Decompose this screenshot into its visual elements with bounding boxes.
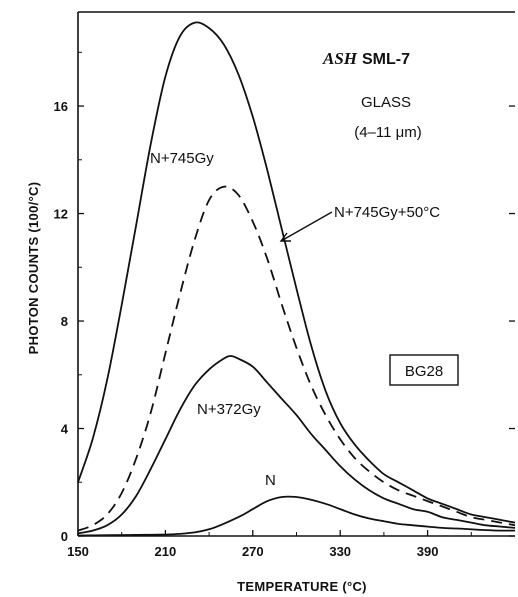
axis-ticks: 150 210 270 330 390 0 4 8 12 16 <box>54 51 515 559</box>
series-label-n372: N+372Gy <box>197 401 261 418</box>
plot-frame <box>77 11 515 537</box>
y-tick-label: 16 <box>54 99 68 114</box>
y-tick-label: 4 <box>61 422 69 437</box>
x-tick-label: 390 <box>417 544 439 559</box>
y-tick-label: 12 <box>54 207 68 222</box>
x-tick-label: 330 <box>329 544 351 559</box>
filter-box <box>389 354 459 386</box>
series-line-2 <box>77 355 516 535</box>
series-label-n: N <box>265 472 276 489</box>
x-tick-label: 150 <box>67 544 89 559</box>
y-tick-label: 8 <box>61 314 68 329</box>
series-line-0 <box>77 21 516 524</box>
series-label-n745-50: N+745Gy+50°C <box>334 204 440 221</box>
annotation-arrow <box>279 211 333 242</box>
x-tick-label: 210 <box>155 544 177 559</box>
curves <box>77 21 516 537</box>
series-label-n745: N+745Gy <box>150 150 214 167</box>
y-tick-label: 0 <box>61 529 68 544</box>
grain-size-label: (4–11 μm) <box>354 124 422 141</box>
filter-label: BG28 <box>405 363 443 380</box>
series-line-3 <box>77 495 516 537</box>
title-id: SML-7 <box>362 51 410 68</box>
phase-label: GLASS <box>361 94 411 111</box>
x-axis-label: TEMPERATURE (°C) <box>237 579 367 594</box>
x-tick-label: 270 <box>242 544 264 559</box>
title-sample: ASH <box>322 49 358 68</box>
y-axis-label: PHOTON COUNTS (100/°C) <box>26 182 41 355</box>
series-line-1 <box>77 185 516 532</box>
